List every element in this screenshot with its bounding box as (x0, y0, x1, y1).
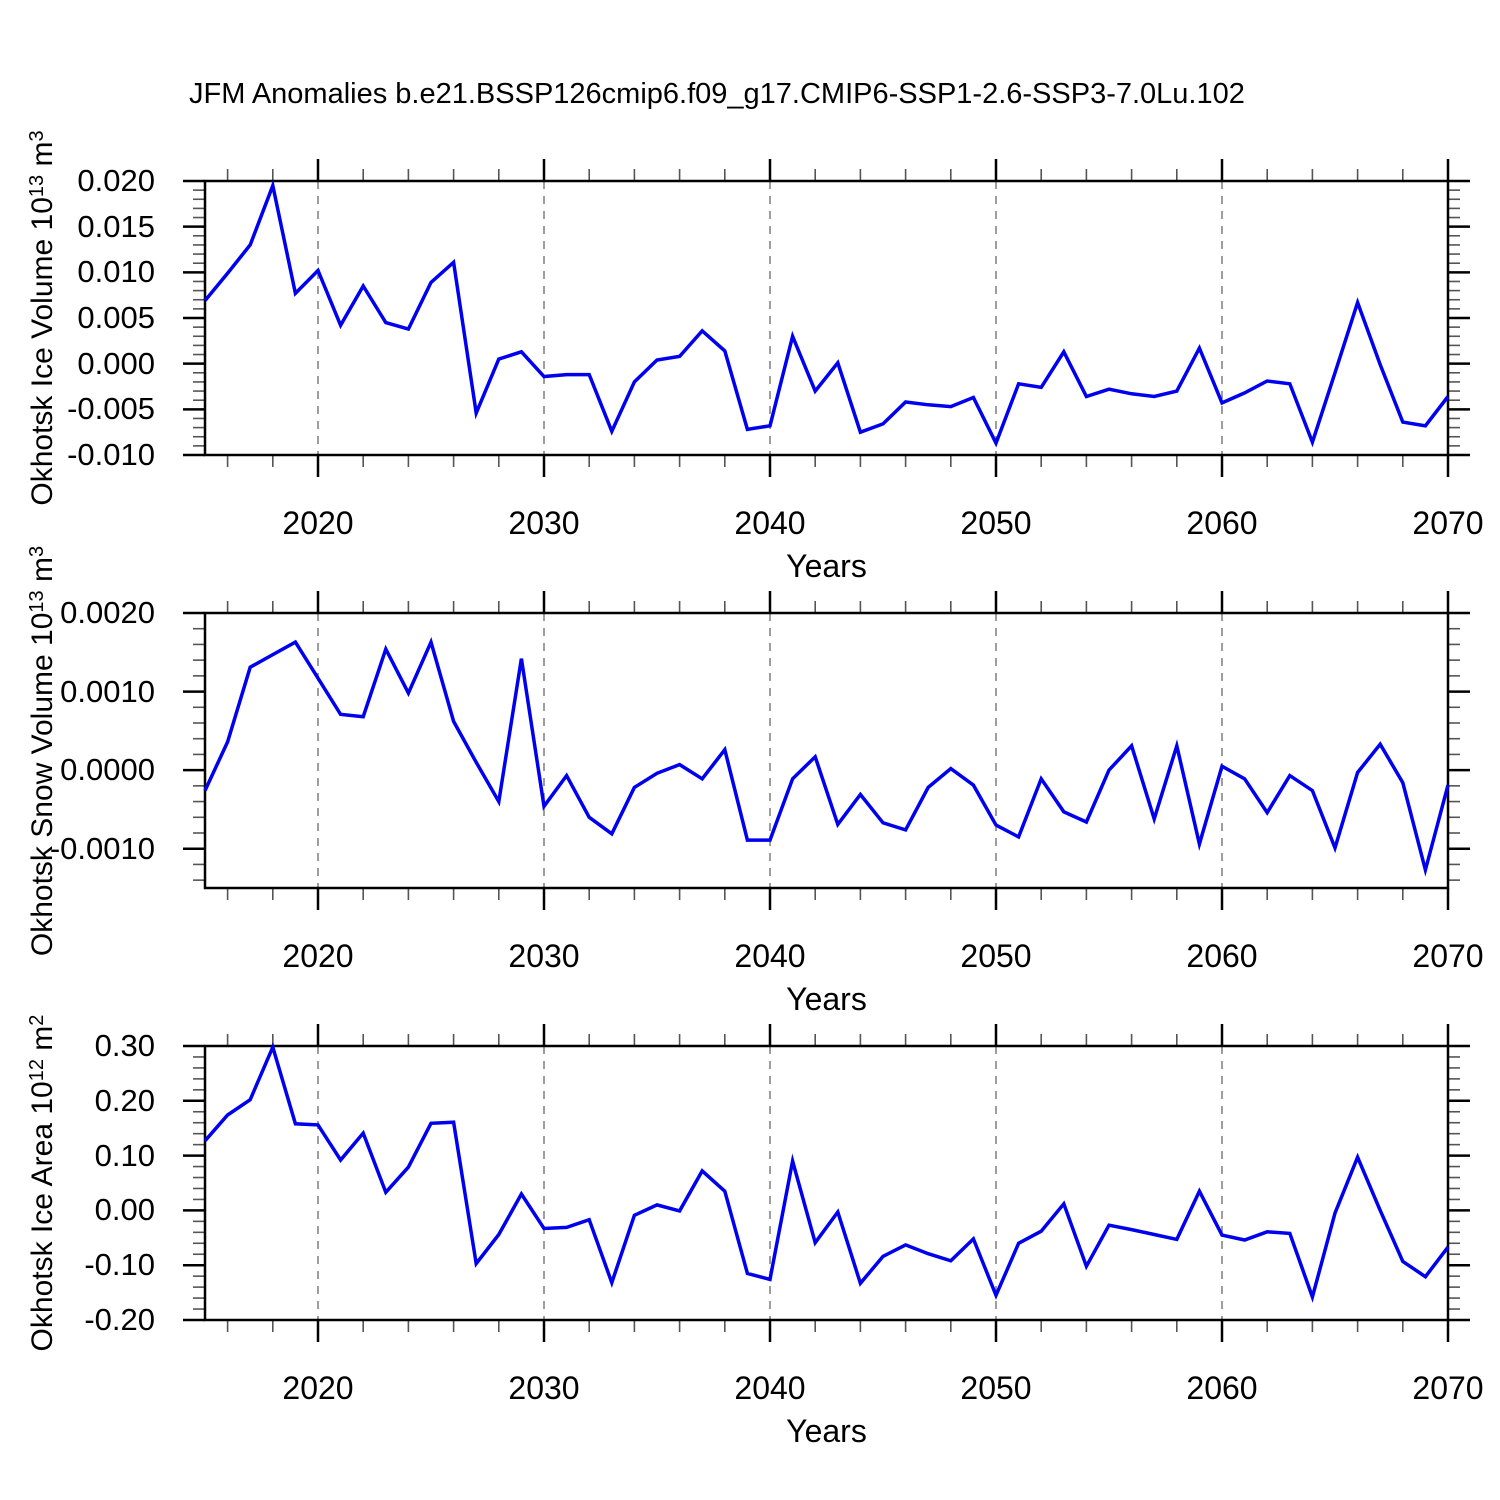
data-line-ice-volume (203, 179, 1450, 448)
y-tick-label: 0.005 (77, 300, 155, 335)
x-tick-label: 2020 (282, 505, 354, 541)
x-tick-label: 2040 (734, 1370, 806, 1406)
y-axis-title: Okhotsk Ice Area 1012 m2 (19, 933, 59, 1433)
x-tick-label: 2060 (1186, 505, 1258, 541)
y-axis-title-text: Okhotsk Ice Volume 10 (26, 197, 59, 506)
y-major-ticks (183, 1044, 1470, 1322)
y-minor-ticks (193, 1056, 1460, 1310)
x-tick-label: 2050 (960, 938, 1032, 974)
x-axis-title: Years (786, 981, 867, 1017)
data-line-snow-volume (203, 636, 1450, 877)
chart-canvas-ice-volume (183, 159, 1470, 477)
y-tick-label: -0.005 (67, 391, 155, 427)
x-major-ticks (316, 591, 1450, 910)
x-tick-label: 2050 (960, 505, 1032, 541)
y-tick-label: 0.0000 (60, 752, 155, 788)
x-tick-label: 2020 (282, 938, 354, 974)
y-tick-label: 0.00 (94, 1192, 155, 1228)
y-axis-title-text: m (26, 556, 59, 590)
y-tick-label: -0.010 (67, 437, 155, 472)
y-axis-title: Okhotsk Snow Volume 1013 m3 (19, 501, 59, 1001)
x-axis-title: Years (786, 1413, 867, 1449)
x-axis-title: Years (786, 548, 867, 584)
x-major-ticks (316, 1024, 1450, 1342)
y-tick-label: 0.020 (77, 163, 155, 198)
y-tick-label: 0.0010 (60, 673, 155, 709)
y-tick-label: -0.10 (84, 1247, 155, 1283)
x-tick-label: 2060 (1186, 938, 1258, 974)
y-axis-title-text: m (26, 1025, 59, 1060)
x-tick-label: 2020 (282, 1370, 354, 1406)
y-minor-ticks (193, 627, 1460, 881)
plot-frame (203, 611, 1450, 890)
x-tick-label: 2060 (1186, 1370, 1258, 1406)
y-tick-label: -0.20 (84, 1302, 155, 1337)
y-tick-label: 0.010 (77, 254, 155, 290)
y-tick-label: 0.015 (77, 208, 155, 244)
x-major-ticks (316, 159, 1450, 477)
y-tick-label: 0.30 (94, 1028, 155, 1063)
y-tick-label: 0.000 (77, 345, 155, 381)
y-minor-ticks (193, 189, 1460, 447)
x-tick-label: 2040 (734, 938, 806, 974)
y-axis-title-text: m (26, 141, 59, 175)
y-axis-title: Okhotsk Ice Volume 1013 m3 (19, 68, 59, 568)
chart-canvas-ice-area (183, 1024, 1470, 1342)
y-tick-label: 0.10 (94, 1137, 155, 1173)
y-tick-label: 0.0020 (60, 595, 155, 630)
y-axis-title-superscript: 13 (26, 589, 48, 613)
y-axis-title-text: Okhotsk Snow Volume 10 (26, 612, 59, 956)
x-tick-label: 2070 (1412, 938, 1484, 974)
y-tick-label: -0.0010 (49, 830, 155, 866)
x-minor-ticks (226, 601, 1404, 900)
y-tick-label: 0.20 (94, 1082, 155, 1118)
x-tick-label: 2070 (1412, 505, 1484, 541)
y-axis-title-superscript: 3 (26, 545, 48, 557)
y-major-ticks (183, 611, 1470, 850)
gridlines (317, 613, 1223, 888)
x-tick-label: 2070 (1412, 1370, 1484, 1406)
x-minor-ticks (226, 1034, 1404, 1332)
y-axis-title-superscript: 12 (26, 1059, 48, 1082)
x-minor-ticks (226, 169, 1404, 467)
x-tick-label: 2030 (508, 1370, 580, 1406)
x-tick-label: 2030 (508, 938, 580, 974)
x-tick-label: 2040 (734, 505, 806, 541)
data-line-ice-area (203, 1041, 1450, 1303)
plot-frame (203, 1044, 1450, 1322)
x-tick-label: 2050 (960, 1370, 1032, 1406)
y-axis-title-superscript: 13 (26, 174, 48, 198)
y-axis-title-superscript: 3 (26, 130, 48, 142)
plot-title: JFM Anomalies b.e21.BSSP126cmip6.f09_g17… (189, 78, 1245, 110)
chart-canvas-snow-volume (183, 591, 1470, 910)
y-axis-title-text: Okhotsk Ice Area 10 (26, 1081, 59, 1352)
plot-frame (203, 179, 1450, 457)
x-tick-label: 2030 (508, 505, 580, 541)
gridlines (317, 181, 1223, 455)
y-major-ticks (183, 179, 1470, 457)
y-axis-title-superscript: 2 (26, 1014, 48, 1026)
